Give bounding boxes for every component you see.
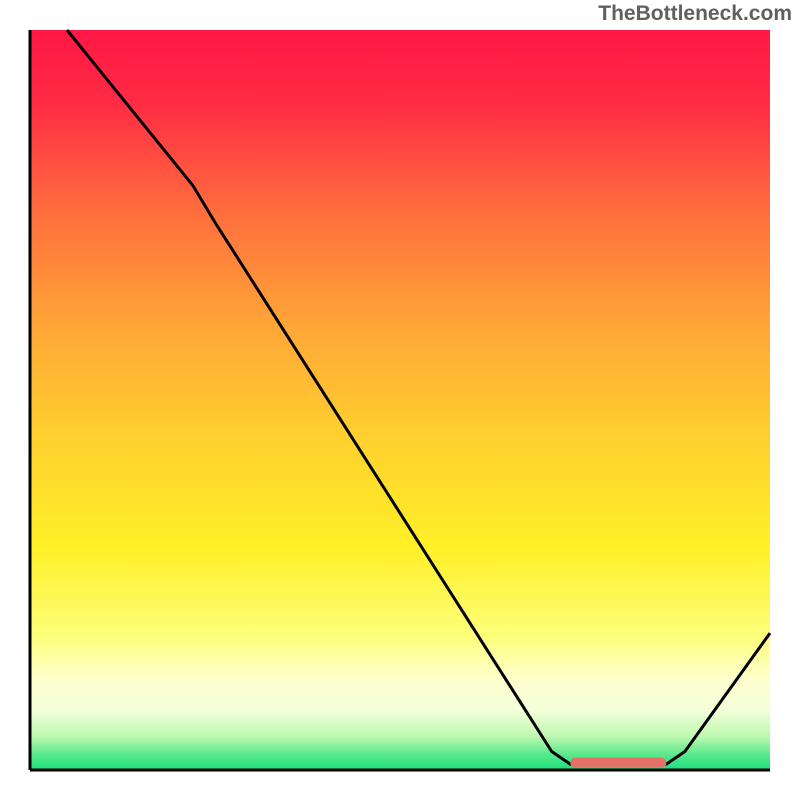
- chart-canvas: [0, 0, 800, 800]
- watermark-text: TheBottleneck.com: [598, 2, 792, 26]
- bottleneck-chart: [0, 0, 800, 800]
- optimal-range-marker: [570, 758, 666, 768]
- chart-background: [30, 30, 770, 770]
